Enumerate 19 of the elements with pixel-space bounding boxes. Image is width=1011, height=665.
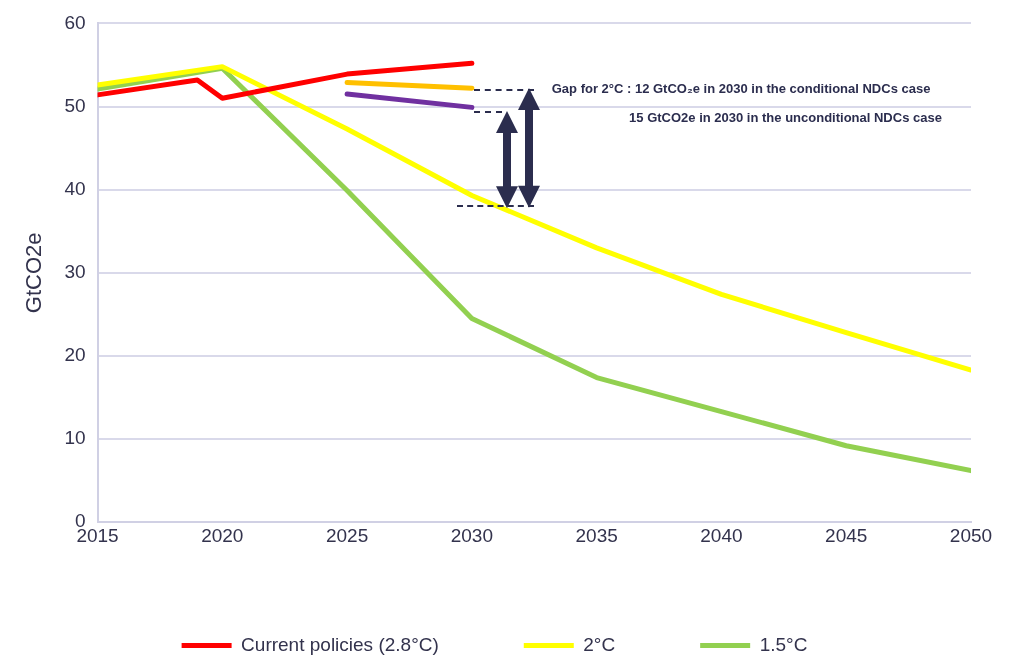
y-tick-label: 30 [64,261,86,283]
annotation: Gap for 2°C : 12 GtCO₂e in 2030 in the conditional NDCs case [551,80,932,99]
y-tick-label: 50 [64,94,86,116]
legend-label: 1.5°C [759,633,808,655]
annotation: 15 GtCO2e in 2030 in the unconditional NDCs case [629,109,942,125]
x-tick-label: 2035 [575,524,618,546]
y-tick-label: 60 [64,11,86,33]
x-tick-label: 2025 [325,524,369,546]
y-tick-label: 40 [64,177,86,199]
x-tick-label: 2020 [201,524,244,546]
y-tick-label: 10 [64,427,86,449]
x-tick-label: 2050 [949,524,993,546]
x-tick-label: 2045 [825,524,868,546]
y-axis-title: GtCO2e [21,232,47,314]
legend-label: 2°C [583,633,616,655]
y-tick-label: 20 [64,344,86,366]
x-tick-label: 2040 [700,524,743,546]
legend-label: Current policies (2.8°C) [241,633,439,655]
x-tick-label: 2030 [450,524,494,546]
